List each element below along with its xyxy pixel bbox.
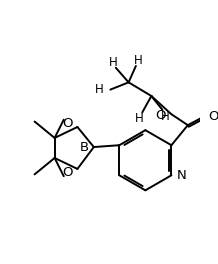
Text: O: O	[62, 117, 73, 130]
Text: H: H	[135, 112, 144, 125]
Text: H: H	[161, 110, 169, 122]
Text: H: H	[134, 54, 143, 67]
Text: O: O	[155, 109, 166, 122]
Text: B: B	[80, 140, 89, 154]
Text: H: H	[95, 83, 104, 96]
Text: O: O	[62, 166, 73, 179]
Text: H: H	[109, 56, 118, 69]
Text: O: O	[208, 110, 218, 122]
Text: N: N	[177, 169, 187, 182]
